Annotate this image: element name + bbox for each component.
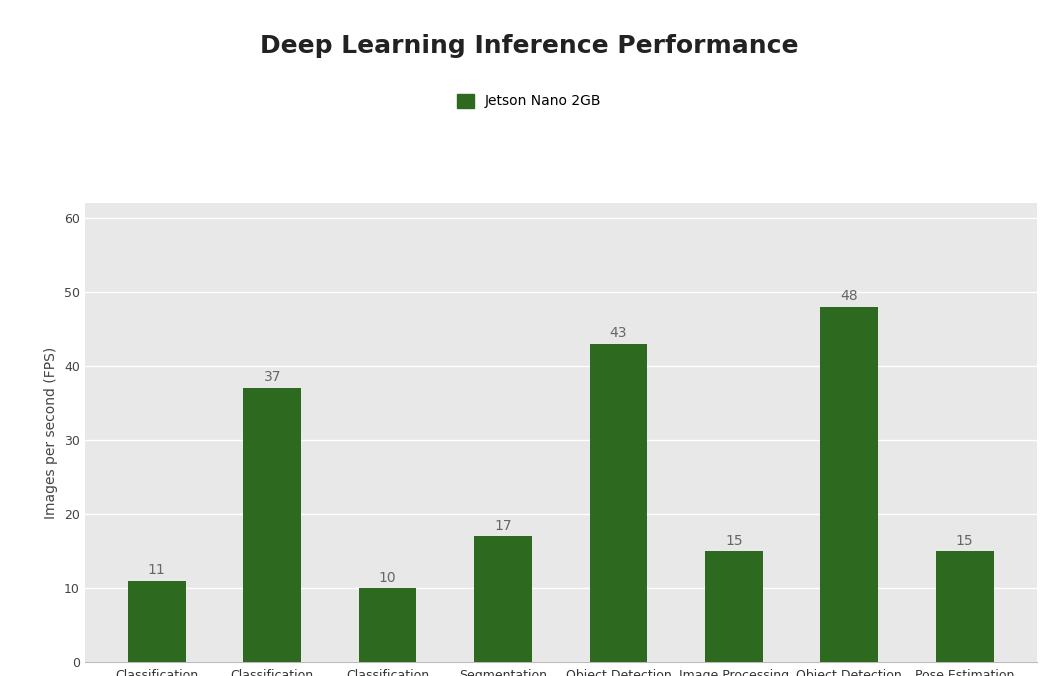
Text: Deep Learning Inference Performance: Deep Learning Inference Performance — [260, 34, 798, 58]
Bar — [705, 551, 763, 662]
Text: 43: 43 — [609, 326, 627, 340]
Y-axis label: Images per second (FPS): Images per second (FPS) — [44, 347, 58, 518]
Text: 17: 17 — [494, 518, 512, 533]
Legend: Jetson Nano 2GB: Jetson Nano 2GB — [452, 88, 606, 114]
Text: 10: 10 — [379, 571, 397, 585]
Text: 37: 37 — [263, 370, 281, 385]
Bar — [820, 307, 878, 662]
Text: 11: 11 — [148, 563, 166, 577]
Bar — [936, 551, 993, 662]
Bar — [474, 537, 532, 662]
Bar — [359, 588, 417, 662]
Text: 15: 15 — [725, 533, 743, 548]
Bar — [589, 343, 647, 662]
Bar — [243, 388, 302, 662]
Bar — [128, 581, 185, 662]
Text: 48: 48 — [840, 289, 858, 303]
Text: 15: 15 — [955, 533, 973, 548]
